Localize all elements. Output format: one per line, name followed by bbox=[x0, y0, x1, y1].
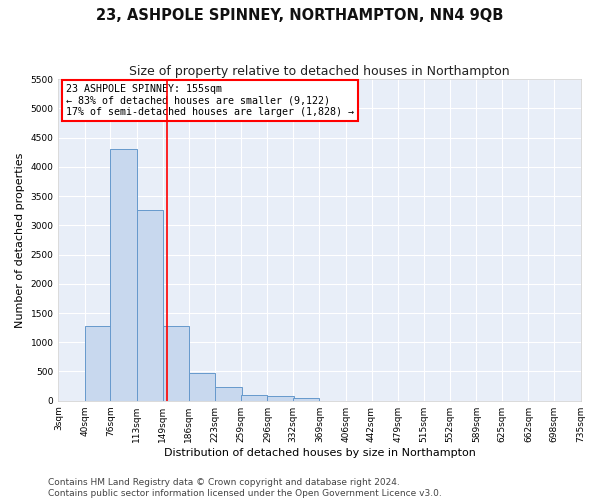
Bar bbox=[85, 326, 111, 400]
Text: 23 ASHPOLE SPINNEY: 155sqm
← 83% of detached houses are smaller (9,122)
17% of s: 23 ASHPOLE SPINNEY: 155sqm ← 83% of deta… bbox=[66, 84, 354, 117]
Bar bbox=[293, 398, 319, 400]
Bar bbox=[163, 326, 189, 400]
Text: Contains HM Land Registry data © Crown copyright and database right 2024.
Contai: Contains HM Land Registry data © Crown c… bbox=[48, 478, 442, 498]
Bar bbox=[110, 148, 137, 400]
Y-axis label: Number of detached properties: Number of detached properties bbox=[15, 152, 25, 328]
Bar bbox=[137, 210, 163, 400]
Title: Size of property relative to detached houses in Northampton: Size of property relative to detached ho… bbox=[129, 65, 510, 78]
X-axis label: Distribution of detached houses by size in Northampton: Distribution of detached houses by size … bbox=[164, 448, 475, 458]
Bar bbox=[241, 395, 268, 400]
Text: 23, ASHPOLE SPINNEY, NORTHAMPTON, NN4 9QB: 23, ASHPOLE SPINNEY, NORTHAMPTON, NN4 9Q… bbox=[97, 8, 503, 22]
Bar bbox=[189, 372, 215, 400]
Bar bbox=[268, 396, 294, 400]
Bar bbox=[215, 388, 242, 400]
